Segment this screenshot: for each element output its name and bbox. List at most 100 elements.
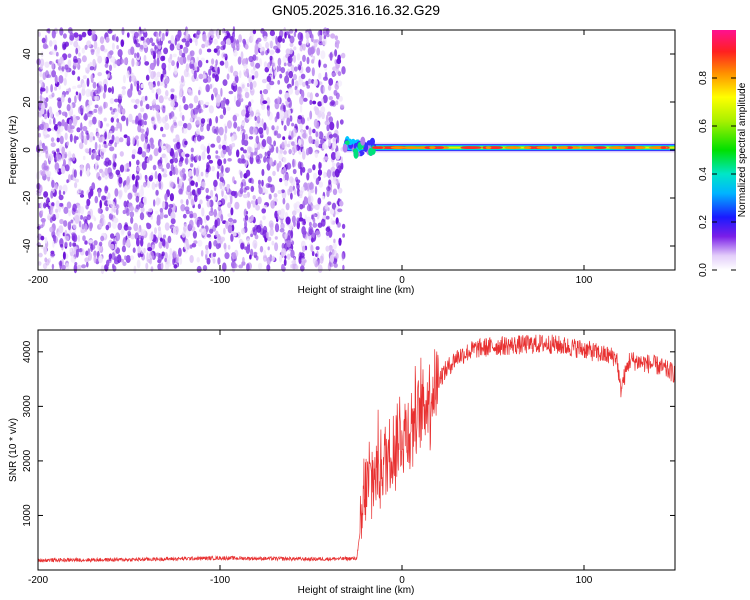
spectrogram-noise-cell <box>144 174 148 179</box>
spectrogram-noise-cell <box>183 46 189 54</box>
spectrogram-noise-cell <box>332 243 337 250</box>
spectrogram-noise-cell <box>67 97 72 104</box>
spectrogram-noise-cell <box>137 227 141 234</box>
spectrogram-noise-cell <box>136 159 140 166</box>
spectrogram-noise-cell <box>121 89 126 96</box>
spectrogram-noise-cell <box>194 113 198 120</box>
spectrogram-noise-cell <box>169 43 175 51</box>
spectrogram-noise-cell <box>73 58 79 63</box>
spectrogram-signal-peak <box>660 146 667 150</box>
spectrogram-noise-cell <box>205 195 211 200</box>
spectrogram-noise-cell <box>223 242 227 250</box>
spectrogram-noise-cell <box>198 100 204 105</box>
spectrogram-noise-cell <box>332 66 337 71</box>
spectrogram-noise-cell <box>157 51 162 56</box>
spectrogram-noise-cell <box>165 90 169 97</box>
spectrogram-noise-cell <box>268 145 272 149</box>
spectrogram-noise-cell <box>187 54 191 61</box>
spectrogram-noise-cell <box>216 94 221 103</box>
spectrogram-noise-cell <box>266 150 271 157</box>
spectrogram-noise-cell <box>269 49 275 55</box>
spectrogram-noise-cell <box>299 46 303 52</box>
spectrogram-noise-cell <box>326 169 332 179</box>
spectrogram-noise-cell <box>99 36 105 44</box>
spectrogram-noise-cell <box>227 202 232 209</box>
spectrogram-noise-cell <box>255 62 261 69</box>
y-tick-label: 0 <box>22 147 33 153</box>
spectrogram-noise-cell <box>103 101 106 110</box>
spectrogram-noise-cell <box>309 182 315 191</box>
spectrogram-noise-cell <box>250 151 254 158</box>
spectrogram-noise-cell <box>284 173 289 182</box>
spectrogram-noise-cell <box>322 27 328 37</box>
spectrogram-signal-peak <box>622 146 637 150</box>
spectrogram-noise-cell <box>40 224 44 229</box>
spectrogram-noise-cell <box>228 90 234 95</box>
spectrogram-noise-cell <box>270 200 276 209</box>
snr-y-label: SNR (10 * v/v) <box>8 418 19 482</box>
spectrogram-noise-cell <box>300 73 306 80</box>
spectrogram-noise-cell <box>82 155 86 161</box>
spectrogram-noise-cell <box>83 135 87 144</box>
spectrogram-noise-cell <box>331 202 337 211</box>
spectrogram-noise-cell <box>65 91 69 95</box>
spectrogram-noise-cell <box>244 133 248 141</box>
spectrogram-noise-cell <box>164 257 167 263</box>
spectrogram-noise-cell <box>55 200 60 209</box>
spectrogram-noise-cell <box>314 204 320 211</box>
y-tick-label: -40 <box>22 238 33 253</box>
spectrogram-noise-cell <box>152 71 156 78</box>
spectrogram-noise-cell <box>288 136 293 140</box>
spectrogram-noise-cell <box>77 234 81 242</box>
colorbar-label: Normalized spectral amplitude <box>737 82 748 217</box>
spectrogram-noise-cell <box>318 41 324 46</box>
spectrogram-noise-cell <box>135 43 141 48</box>
spectrogram-noise-cell <box>198 73 204 80</box>
spectrogram-noise-cell <box>311 251 315 257</box>
spectrogram-noise-cell <box>287 55 293 64</box>
spectrogram-noise-cell <box>197 60 203 68</box>
spectrogram-noise-cell <box>186 122 192 131</box>
spectrogram-noise-cell <box>92 136 96 141</box>
spectrogram-noise-cell <box>165 76 169 85</box>
spectrogram-noise-cell <box>151 244 156 249</box>
spectrogram-noise-cell <box>78 220 82 228</box>
spectrogram-noise-cell <box>159 81 164 86</box>
spectrogram-noise-cell <box>71 70 76 76</box>
spectrogram-noise-cell <box>89 66 94 71</box>
spectrogram-noise-cell <box>115 208 119 216</box>
spectrogram-noise-cell <box>240 242 245 250</box>
spectrogram-noise-cell <box>84 240 88 245</box>
spectrogram-noise-cell <box>341 251 346 260</box>
spectrogram-noise-cell <box>149 105 153 111</box>
spectrogram-noise-cell <box>252 127 258 136</box>
spectrogram-noise-cell <box>58 185 63 191</box>
spectrogram-noise-cell <box>129 205 135 212</box>
spectrogram-noise-cell <box>292 210 297 216</box>
spectrogram-noise-cell <box>145 148 150 153</box>
spectrogram-noise-cell <box>264 188 269 195</box>
spectrogram-noise-cell <box>204 39 209 48</box>
spectrogram-noise-cell <box>312 164 316 171</box>
spectrogram-noise-cell <box>162 55 166 61</box>
spectrogram-noise-cell <box>265 49 269 56</box>
spectrogram-noise-cell <box>302 43 306 51</box>
spectrogram-noise-cell <box>322 142 327 150</box>
spectrogram-noise-cell <box>324 120 330 126</box>
spectrogram-noise-cell <box>105 224 110 231</box>
spectrogram-noise-cell <box>275 35 278 45</box>
spectrogram-noise-cell <box>61 146 65 155</box>
spectrogram-noise-cell <box>160 126 164 132</box>
spectrogram-noise-cell <box>178 91 183 97</box>
spectrogram-noise-cell <box>283 150 287 155</box>
spectrogram-noise-cell <box>248 136 254 140</box>
spectrogram-noise-cell <box>261 104 266 110</box>
snr-series-line <box>37 334 676 563</box>
spectrogram-noise-cell <box>53 117 56 125</box>
spectrogram-noise-cell <box>75 248 79 258</box>
spectrogram-signal-peak <box>390 146 406 150</box>
spectrogram-noise-cell <box>218 126 224 136</box>
spectrogram-noise-cell <box>242 256 245 263</box>
spectrogram-noise-cell <box>188 103 194 109</box>
spectrogram-noise-cell <box>153 199 156 207</box>
